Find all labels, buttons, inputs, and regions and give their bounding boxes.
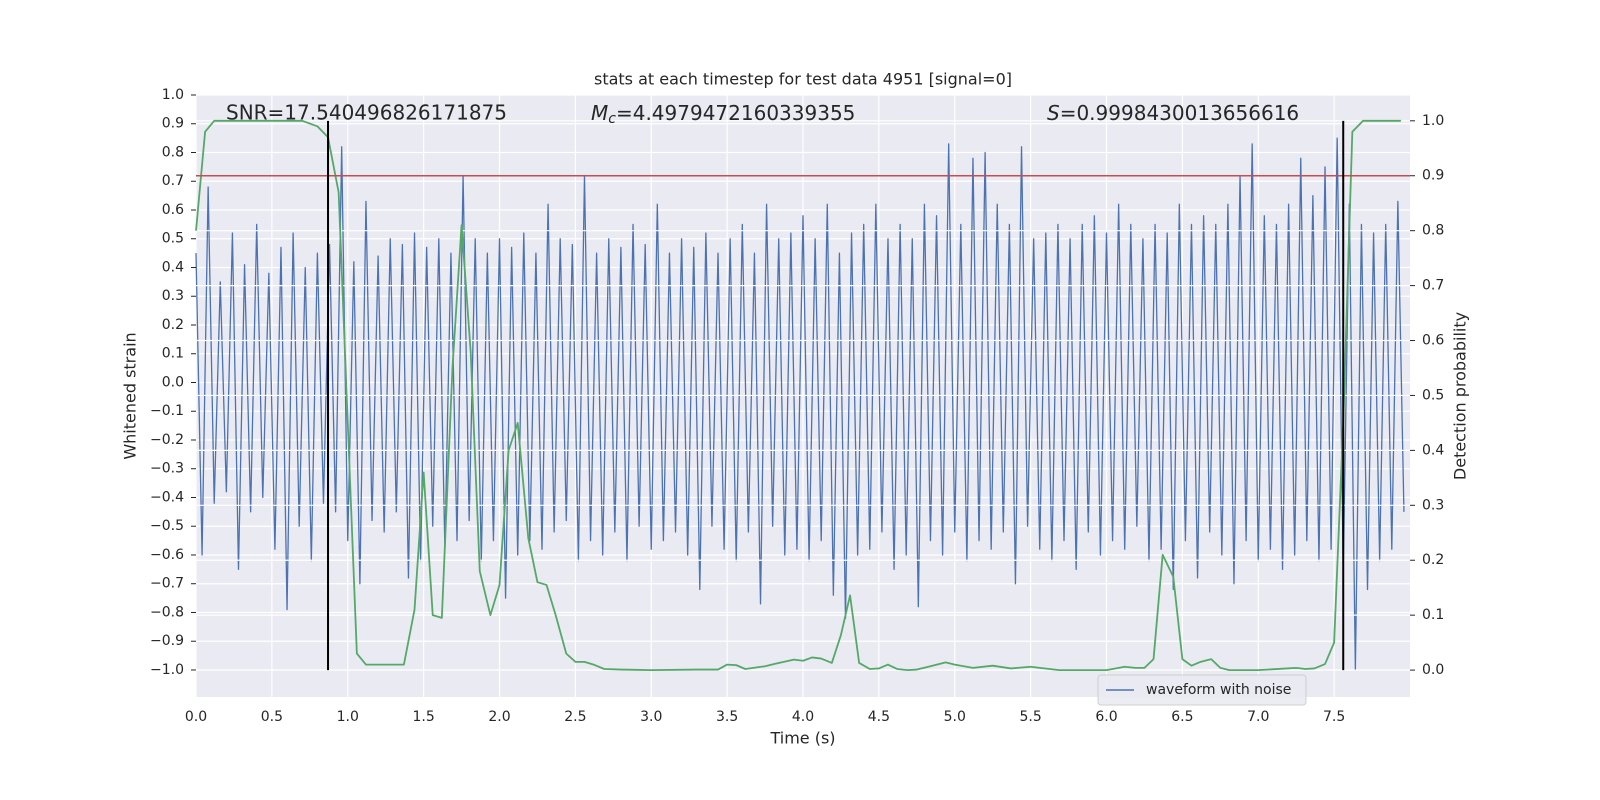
y2-tick-label: 0.5 [1422, 387, 1444, 403]
s-value: =0.9998430013656616 [1060, 101, 1299, 125]
y-tick-label: 0.3 [162, 288, 184, 304]
snr-annotation: SNR=17.540496826171875 [226, 101, 507, 125]
x-tick-label: 5.5 [1019, 709, 1041, 725]
y2-tick-label: 0.1 [1422, 607, 1444, 623]
x-tick-label: 0.0 [185, 709, 207, 725]
y-tick-label: 0.1 [162, 346, 184, 362]
waveform-line [195, 137, 1405, 671]
s-symbol: S [1047, 101, 1060, 125]
y2-tick-label: 0.7 [1422, 278, 1444, 294]
y-tick-label: −0.7 [150, 576, 184, 592]
x-tick-label: 1.5 [412, 709, 434, 725]
x-tick-label: 2.5 [564, 709, 586, 725]
x-tick-label: 2.0 [488, 709, 510, 725]
x-tick-label: 1.0 [337, 709, 359, 725]
y-tick-label: −0.8 [150, 604, 184, 620]
y-tick-label: 0.4 [162, 259, 184, 275]
x-axis-label: Time (s) [769, 729, 835, 748]
y2-tick-label: 0.3 [1422, 497, 1444, 513]
y-tick-label: 0.0 [162, 374, 184, 390]
y-tick-label: 0.9 [162, 116, 184, 132]
mc-symbol: M [591, 101, 608, 125]
y-tick-label: −0.5 [150, 518, 184, 534]
chart-title: stats at each timestep for test data 495… [594, 70, 1012, 89]
y-tick-label: −0.2 [150, 432, 184, 448]
legend-label: waveform with noise [1146, 682, 1291, 698]
y-tick-label: −0.3 [150, 461, 184, 477]
y2-tick-label: 0.4 [1422, 442, 1444, 458]
y2-tick-label: 0.2 [1422, 552, 1444, 568]
x-tick-label: 7.0 [1247, 709, 1269, 725]
mc-subscript: c [608, 111, 616, 127]
mc-value: =4.4979472160339355 [616, 101, 855, 125]
legend: waveform with noise [1097, 674, 1307, 706]
x-tick-label: 0.5 [261, 709, 283, 725]
x-tick-label: 5.0 [944, 709, 966, 725]
x-tick-label: 4.5 [868, 709, 890, 725]
s-annotation: S=0.9998430013656616 [1047, 101, 1299, 125]
y-tick-label: −0.1 [150, 403, 184, 419]
y2-tick-label: 1.0 [1422, 113, 1444, 129]
x-tick-label: 6.0 [1095, 709, 1117, 725]
x-tick-label: 7.5 [1323, 709, 1345, 725]
y-tick-label: −0.4 [150, 489, 184, 505]
y2-tick-label: 0.0 [1422, 662, 1444, 678]
y-tick-label: 0.5 [162, 231, 184, 247]
y-tick-label: 1.0 [162, 87, 184, 103]
x-tick-label: 3.5 [716, 709, 738, 725]
y2-tick-label: 0.8 [1422, 223, 1444, 239]
y-tick-label: 0.2 [162, 317, 184, 333]
waveform-layer [195, 137, 1405, 671]
y2-tick-label: 0.6 [1422, 333, 1444, 349]
overlay-layer [195, 119, 1410, 671]
y-tick-label: −1.0 [150, 662, 184, 678]
y-tick-label: 0.6 [162, 202, 184, 218]
y-tick-label: −0.9 [150, 633, 184, 649]
x-tick-label: 4.0 [792, 709, 814, 725]
text-layer: stats at each timestep for test data 495… [121, 70, 1470, 748]
y2-tick-label: 0.9 [1422, 168, 1444, 184]
mc-annotation: Mc=4.4979472160339355 [591, 101, 855, 128]
probability-line [195, 119, 1401, 671]
y-tick-label: 0.7 [162, 173, 184, 189]
y-tick-label: 0.8 [162, 144, 184, 160]
y-tick-label: −0.6 [150, 547, 184, 563]
x-tick-label: 6.5 [1171, 709, 1193, 725]
y-axis-label: Whitened strain [121, 332, 140, 459]
x-tick-label: 3.0 [640, 709, 662, 725]
y2-axis-label: Detection probability [1451, 312, 1470, 480]
legend-box [1097, 674, 1307, 706]
